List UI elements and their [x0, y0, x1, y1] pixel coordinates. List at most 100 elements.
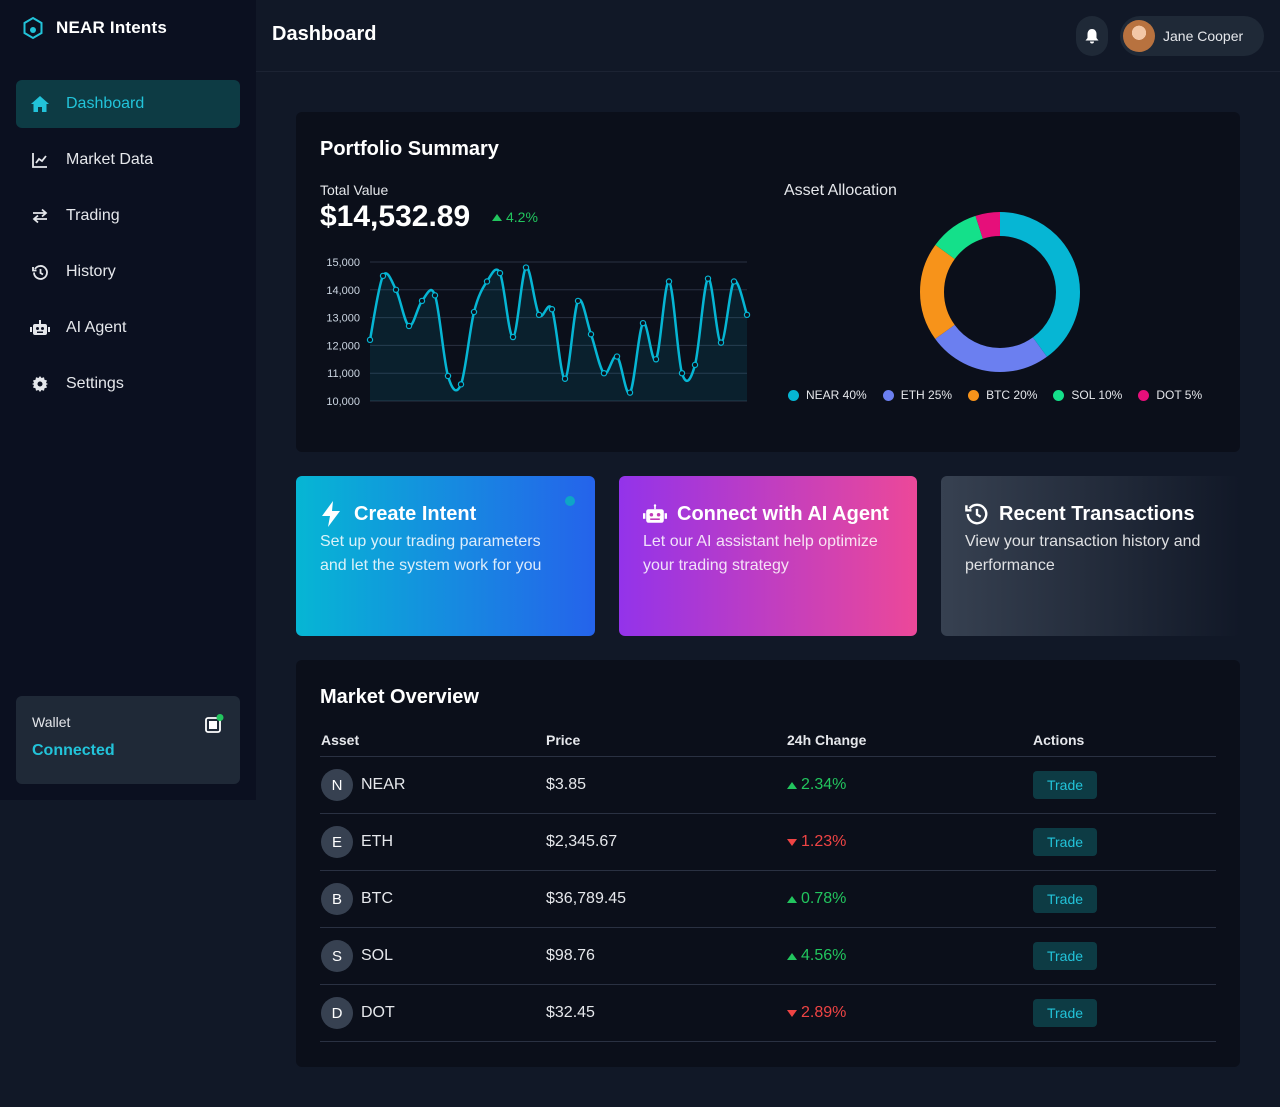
caret-up-icon	[787, 781, 797, 789]
table-row: D DOT $32.45 2.89% Trade	[320, 985, 1216, 1042]
data-point	[613, 353, 621, 360]
data-point	[743, 311, 751, 319]
action-description: View your transaction history and perfor…	[965, 533, 1201, 574]
pie-slice-eth	[920, 212, 1080, 372]
data-point	[548, 306, 556, 313]
indicator-dot	[565, 496, 575, 506]
sidebar: NEAR Intents Dashboard Market Data Tradi…	[0, 0, 256, 800]
create-intent-card[interactable]: Create Intent Set up your trading parame…	[296, 476, 595, 636]
legend-item: NEAR 40%	[788, 388, 867, 402]
sidebar-item-label: History	[66, 263, 116, 280]
home-icon	[30, 94, 50, 114]
legend-label: NEAR 40%	[806, 388, 867, 402]
brand[interactable]: NEAR Intents	[22, 16, 167, 40]
data-point	[392, 286, 400, 294]
gear-icon	[30, 374, 50, 394]
sidebar-item-trading[interactable]: Trading	[16, 192, 240, 240]
legend-item: SOL 10%	[1053, 388, 1122, 402]
pie-slice-btc	[920, 212, 1080, 372]
asset-allocation-title: Asset Allocation	[784, 182, 897, 199]
page-title: Dashboard	[272, 23, 377, 45]
user-name: Jane Cooper	[1163, 28, 1244, 44]
trade-button[interactable]: Trade	[1033, 885, 1097, 913]
wallet-label: Wallet	[32, 714, 71, 730]
market-table: Asset Price 24h Change Actions N NEAR $3.…	[320, 724, 1216, 1042]
trade-button[interactable]: Trade	[1033, 771, 1097, 799]
y-tick-label: 14,000	[326, 285, 360, 297]
legend-swatch	[882, 389, 894, 401]
data-point	[535, 311, 543, 319]
portfolio-line-chart: 15,000 14,000 13,000 12,000 11,000 10,000	[326, 257, 751, 408]
caret-down-icon	[787, 1009, 797, 1017]
wallet-status[interactable]: Wallet Connected	[16, 696, 240, 784]
data-point	[639, 319, 647, 327]
top-header: Dashboard Jane Cooper	[256, 0, 1280, 72]
legend-label: SOL 10%	[1071, 388, 1123, 402]
data-point	[561, 375, 569, 382]
legend-item: BTC 20%	[968, 388, 1037, 402]
data-point	[457, 381, 465, 388]
notifications-button[interactable]	[1076, 16, 1108, 56]
sidebar-nav: Dashboard Market Data Trading History AI…	[16, 80, 240, 416]
sidebar-item-settings[interactable]: Settings	[16, 360, 240, 408]
legend-swatch	[968, 389, 980, 401]
near-logo-icon	[23, 16, 43, 40]
asset-name: DOT	[361, 1004, 395, 1021]
caret-down-icon	[787, 838, 797, 846]
asset-badge: S	[321, 940, 353, 972]
bolt-icon	[320, 500, 344, 528]
history-icon	[965, 500, 989, 528]
sidebar-item-history[interactable]: History	[16, 248, 240, 296]
asset-name: NEAR	[361, 776, 406, 793]
asset-price: $2,345.67	[546, 833, 618, 850]
chart-line-icon	[30, 150, 50, 170]
action-description: Set up your trading parameters and let t…	[320, 533, 542, 574]
trade-button[interactable]: Trade	[1033, 828, 1097, 856]
caret-up-icon	[787, 952, 797, 960]
wallet-connection-status: Connected	[32, 742, 115, 759]
y-tick-label: 10,000	[326, 396, 360, 408]
y-tick-label: 11,000	[327, 368, 360, 380]
asset-change: 4.56%	[801, 947, 847, 964]
table-row: N NEAR $3.85 2.34% Trade	[320, 757, 1216, 814]
asset-badge: D	[321, 997, 353, 1029]
total-value-change: 4.2%	[492, 209, 538, 225]
sidebar-item-dashboard[interactable]: Dashboard	[16, 80, 240, 128]
table-header: Asset Price 24h Change Actions	[320, 724, 1216, 757]
pie-slice-dot	[920, 212, 1080, 372]
data-point	[717, 339, 725, 346]
series-area	[370, 267, 747, 401]
legend-label: BTC 20%	[986, 388, 1038, 402]
recent-transactions-card[interactable]: Recent Transactions View your transactio…	[941, 476, 1240, 636]
connect-ai-agent-card[interactable]: Connect with AI Agent Let our AI assista…	[619, 476, 917, 636]
legend-item: ETH 25%	[882, 388, 952, 402]
user-menu[interactable]: Jane Cooper	[1120, 16, 1264, 56]
data-point	[470, 308, 478, 316]
data-point	[509, 333, 517, 341]
robot-icon	[30, 318, 50, 338]
data-point	[431, 292, 439, 299]
action-title: Create Intent	[354, 503, 477, 525]
asset-allocation-legend: NEAR 40% ETH 25% BTC 20% SOL 10% DOT 5%	[788, 388, 1202, 402]
avatar	[1123, 20, 1155, 52]
brand-name: NEAR Intents	[56, 18, 168, 37]
y-tick-label: 13,000	[326, 313, 360, 325]
column-header-actions: Actions	[1033, 732, 1085, 748]
sidebar-item-ai-agent[interactable]: AI Agent	[16, 304, 240, 352]
total-value-change-text: 4.2%	[506, 209, 538, 225]
legend-item: DOT 5%	[1138, 388, 1202, 402]
asset-price: $32.45	[546, 1004, 595, 1021]
y-tick-label: 15,000	[326, 257, 360, 269]
data-point	[379, 272, 387, 280]
asset-price: $3.85	[546, 776, 587, 793]
wallet-icon	[205, 714, 224, 733]
trade-button[interactable]: Trade	[1033, 942, 1097, 970]
sidebar-item-market-data[interactable]: Market Data	[16, 136, 240, 184]
data-point	[652, 356, 660, 363]
data-point	[665, 278, 673, 285]
trade-button[interactable]: Trade	[1033, 999, 1097, 1027]
exchange-icon	[30, 206, 50, 226]
column-header-price: Price	[546, 732, 581, 748]
data-point	[730, 278, 738, 285]
asset-price: $98.76	[546, 947, 595, 964]
